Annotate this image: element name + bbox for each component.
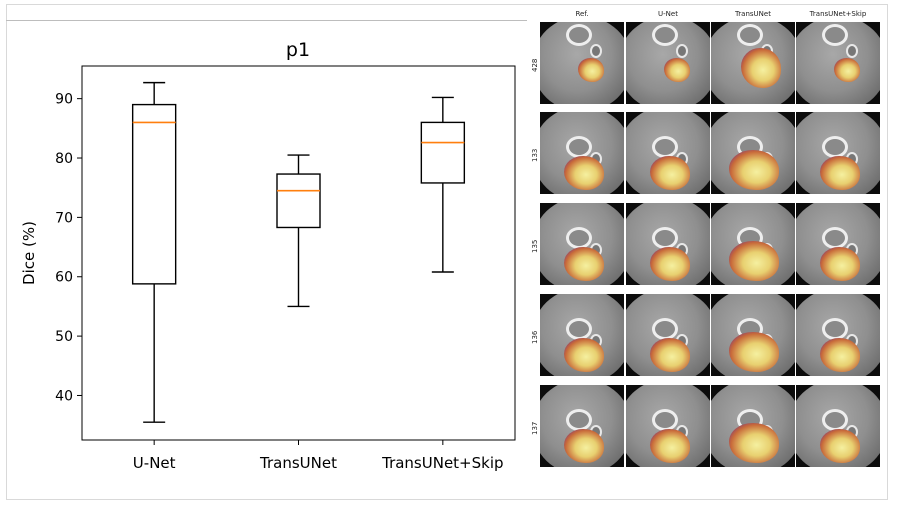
x-tick-label: TransUNet [259, 454, 337, 472]
row-label: 136 [531, 330, 539, 344]
ct-slice-image [796, 22, 880, 104]
ct-slice-image [540, 112, 624, 194]
row-label: 133 [531, 148, 539, 162]
row-label: 137 [531, 421, 539, 435]
ct-slice-image [711, 385, 795, 467]
ct-slice-image [626, 385, 710, 467]
ct-slice-image [711, 112, 795, 194]
ct-slice-image [540, 385, 624, 467]
row-label: 135 [531, 239, 539, 253]
divider [6, 20, 527, 21]
ct-slice-image [626, 294, 710, 376]
ct-slice-image [711, 22, 795, 104]
y-tick-label: 90 [55, 92, 73, 108]
y-tick-label: 60 [55, 270, 73, 286]
ct-slice-image [796, 203, 880, 285]
y-tick-label: 70 [55, 210, 73, 226]
column-label: TransUNet [735, 10, 771, 18]
box-iqr [276, 173, 321, 229]
box-iqr [420, 121, 466, 184]
ct-slice-image [540, 22, 624, 104]
ct-slice-image [626, 203, 710, 285]
ct-slice-image [796, 385, 880, 467]
row-label: 428 [531, 58, 539, 72]
boxes [131, 81, 466, 423]
ct-slice-image [796, 294, 880, 376]
ct-slice-image [540, 203, 624, 285]
box-transunet-skip [420, 96, 466, 273]
box-u-net [131, 81, 177, 423]
ct-slice-image [796, 112, 880, 194]
ct-slice-image [626, 22, 710, 104]
column-label: TransUNet+Skip [809, 10, 867, 18]
ct-slice-image [711, 203, 795, 285]
ct-slice-image [540, 294, 624, 376]
box-plot-chart: p1 Dice (%) 40 50 60 70 80 90 U-Net TransUNet T… [20, 39, 516, 472]
y-ticks: 40 50 60 70 80 90 [55, 92, 82, 404]
column-label: Ref. [575, 10, 589, 18]
ct-slice-image [711, 294, 795, 376]
y-tick-label: 80 [55, 151, 73, 167]
chart-title: p1 [286, 39, 310, 61]
box-iqr [131, 103, 177, 285]
column-label: U-Net [658, 10, 678, 18]
y-tick-label: 40 [55, 388, 73, 404]
ct-slice-image [626, 112, 710, 194]
x-tick-label: U-Net [133, 454, 176, 472]
y-tick-label: 50 [55, 329, 73, 345]
y-axis-label: Dice (%) [20, 221, 38, 285]
box-transunet [276, 154, 321, 308]
x-tick-label: TransUNet+Skip [381, 454, 503, 472]
x-ticks: U-Net TransUNet TransUNet+Skip [133, 440, 504, 472]
